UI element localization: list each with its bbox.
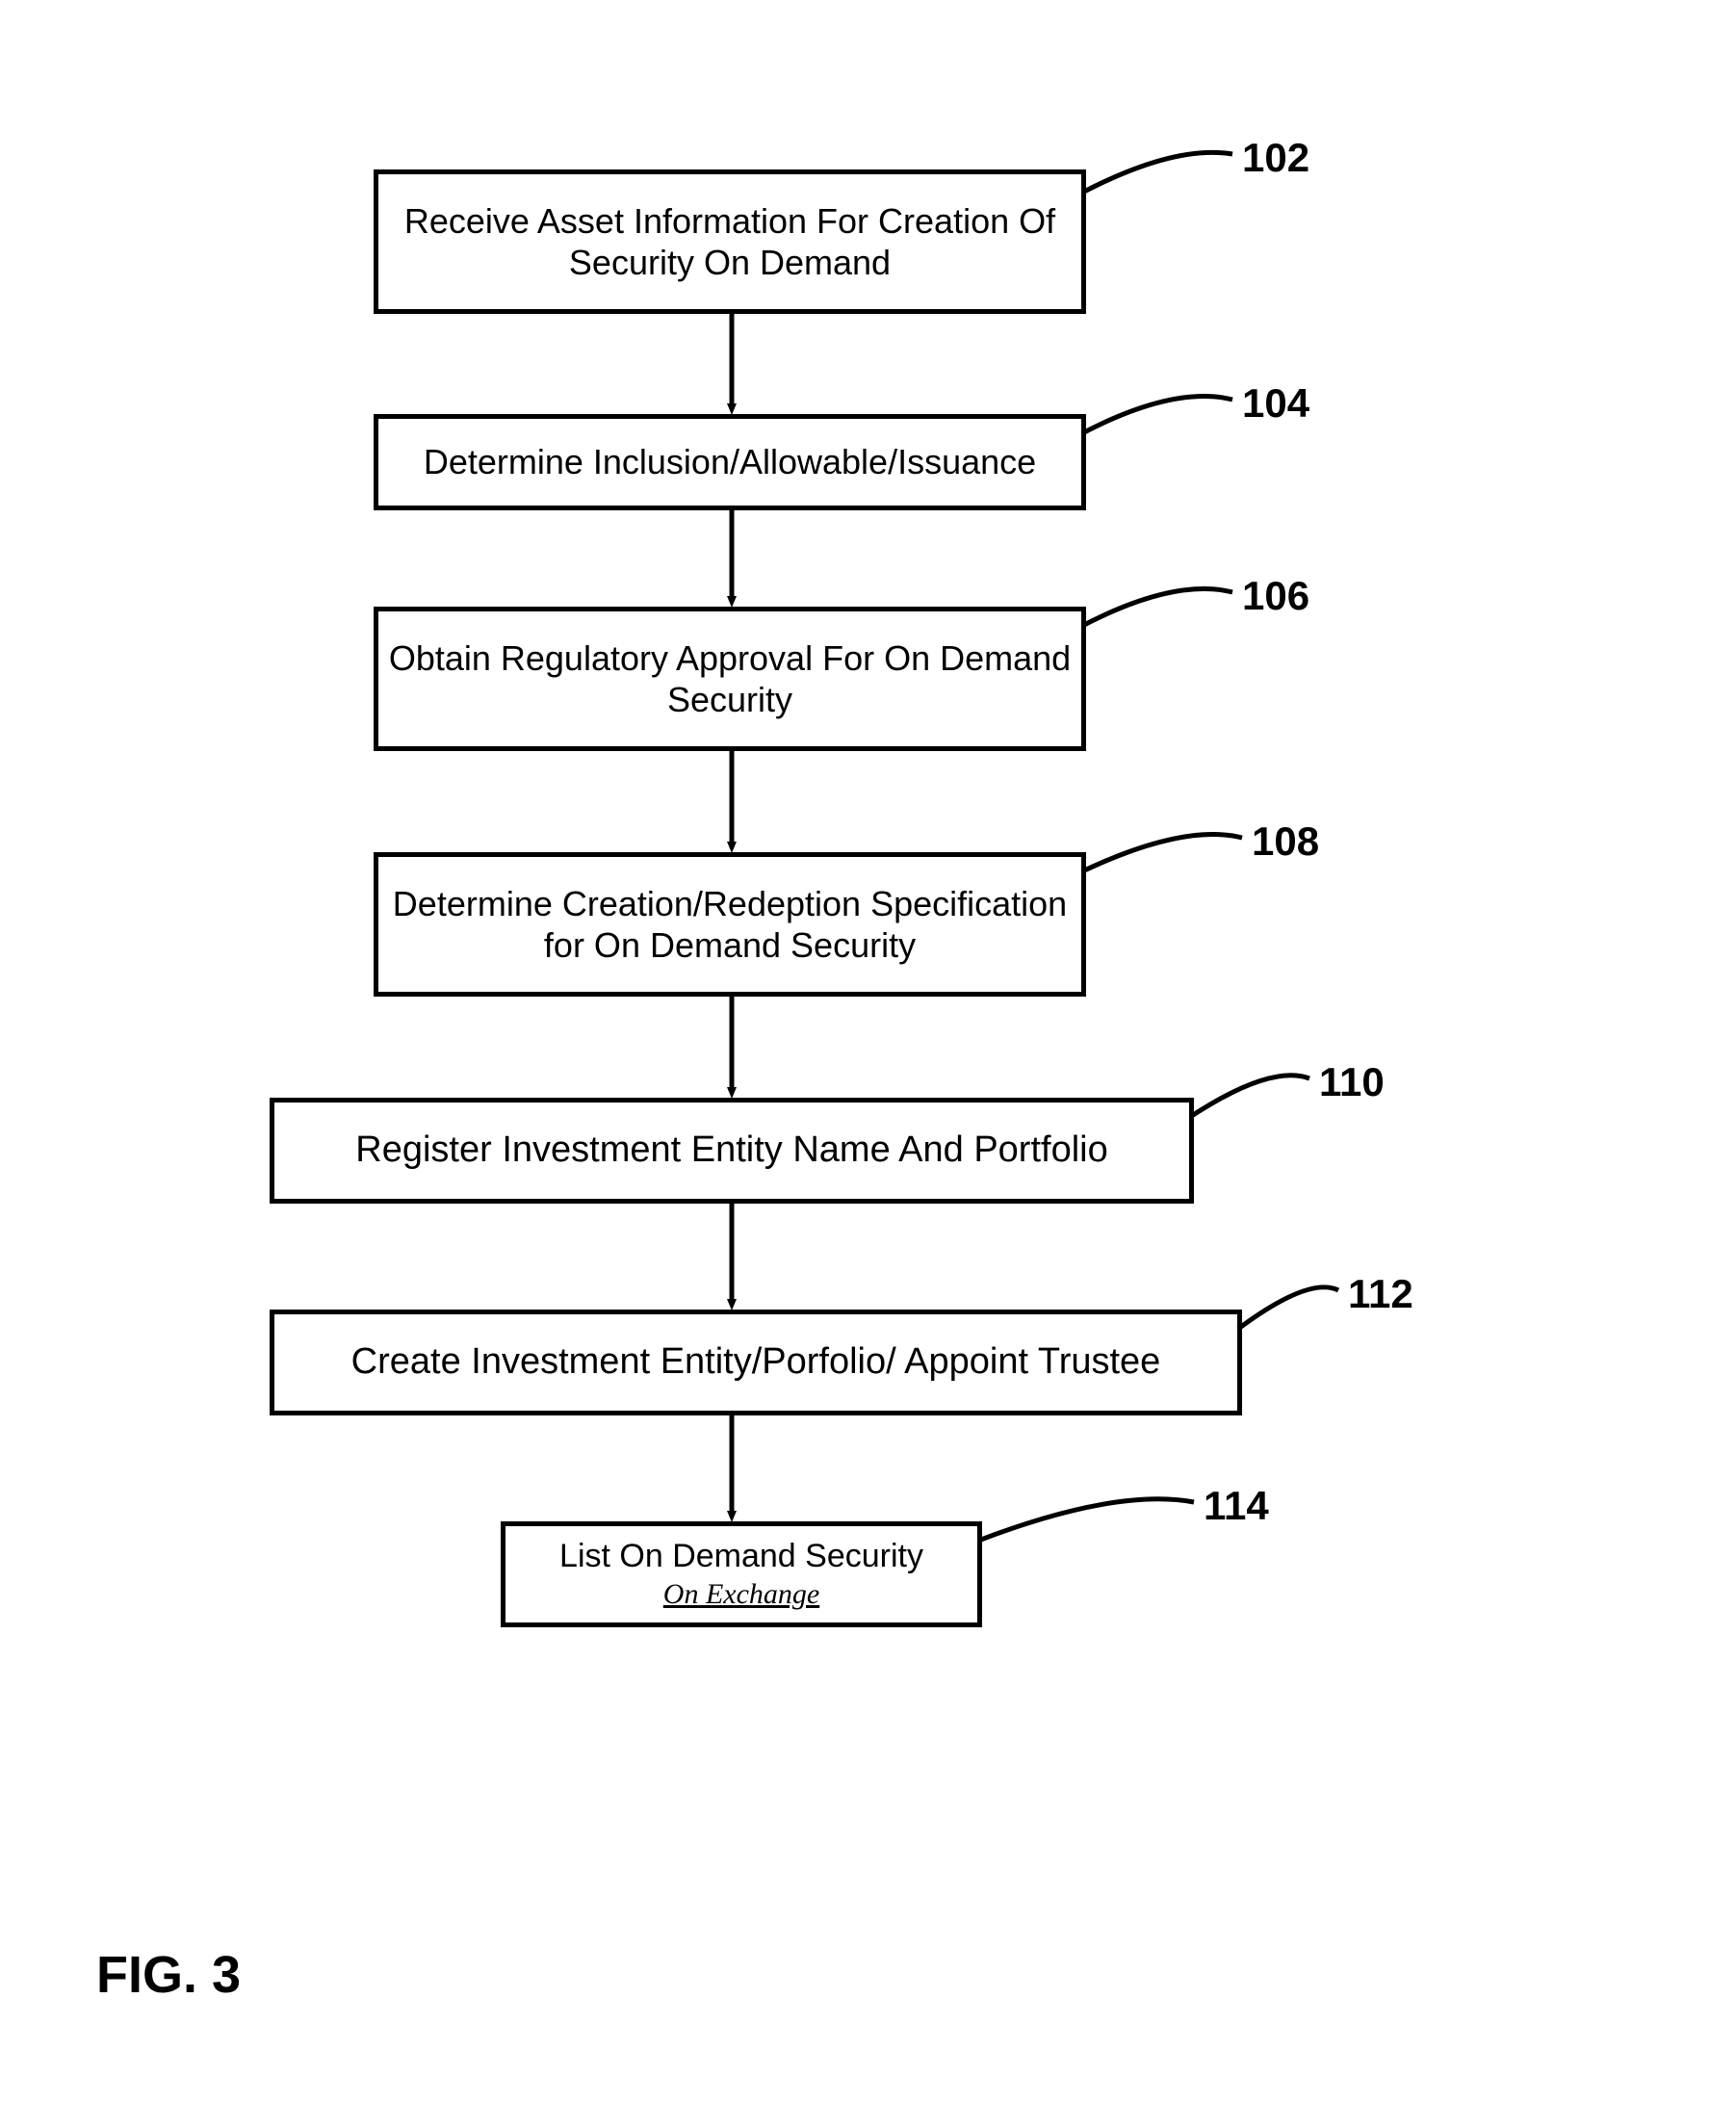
connectors-svg — [0, 0, 1736, 2102]
flow-node-104-text: Determine Inclusion/Allowable/Issuance — [424, 441, 1036, 482]
leader-114 — [978, 1499, 1194, 1541]
flow-node-112-text: Create Investment Entity/Porfolio/ Appoi… — [351, 1340, 1161, 1385]
ref-label-106: 106 — [1242, 573, 1309, 619]
figure-label: FIG. 3 — [96, 1945, 241, 2005]
flow-node-110-text: Register Investment Entity Name And Port… — [355, 1129, 1107, 1173]
flowchart-canvas: Receive Asset Information For Creation O… — [0, 0, 1736, 2102]
flow-node-102-text: Receive Asset Information For Creation O… — [388, 200, 1072, 283]
ref-label-112: 112 — [1348, 1271, 1413, 1317]
flow-node-114: List On Demand Security On Exchange — [501, 1521, 982, 1627]
leader-110 — [1190, 1076, 1309, 1117]
flow-node-108-text: Determine Creation/Redeption Specificati… — [388, 883, 1072, 966]
flow-node-112: Create Investment Entity/Porfolio/ Appoi… — [270, 1310, 1242, 1415]
flow-node-108: Determine Creation/Redeption Specificati… — [374, 852, 1086, 997]
leader-108 — [1082, 835, 1242, 871]
leader-102 — [1082, 152, 1232, 193]
flow-node-106: Obtain Regulatory Approval For On Demand… — [374, 607, 1086, 751]
flow-node-110: Register Investment Entity Name And Port… — [270, 1098, 1194, 1204]
flow-node-102: Receive Asset Information For Creation O… — [374, 169, 1086, 314]
flow-node-114-subtext: On Exchange — [663, 1577, 819, 1612]
leader-112 — [1238, 1287, 1338, 1329]
flow-node-106-text: Obtain Regulatory Approval For On Demand… — [388, 637, 1072, 720]
ref-label-102: 102 — [1242, 135, 1309, 181]
leader-104 — [1082, 397, 1232, 433]
ref-label-108: 108 — [1252, 818, 1319, 865]
leader-106 — [1082, 589, 1232, 626]
ref-label-110: 110 — [1319, 1059, 1385, 1105]
flow-node-114-text: List On Demand Security — [559, 1537, 923, 1576]
ref-label-104: 104 — [1242, 380, 1309, 427]
flow-node-104: Determine Inclusion/Allowable/Issuance — [374, 414, 1086, 510]
ref-label-114: 114 — [1204, 1483, 1269, 1529]
